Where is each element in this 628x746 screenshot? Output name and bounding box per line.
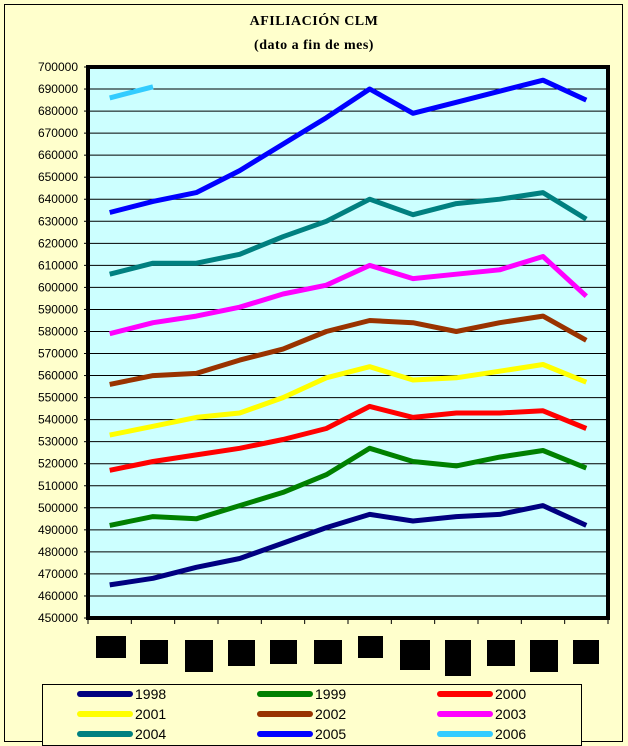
legend-item-2003: 2003 xyxy=(437,705,526,723)
series-line-2006 xyxy=(109,84,154,101)
chart-title: AFILIACIÓN CLM xyxy=(249,14,379,29)
y-tick-label: 570000 xyxy=(38,347,78,361)
y-tick-label: 590000 xyxy=(38,302,78,316)
legend-label: 1999 xyxy=(315,686,347,702)
series-line-2005 xyxy=(109,77,588,215)
plot-border xyxy=(86,65,610,620)
x-tick-label-redacted xyxy=(228,640,255,666)
y-tick-label: 510000 xyxy=(38,479,78,493)
legend-item-2002: 2002 xyxy=(257,705,346,723)
y-tick-label: 650000 xyxy=(38,170,78,184)
y-tick-label: 700000 xyxy=(38,60,78,74)
series-line-1998 xyxy=(109,503,588,588)
series-line-2002 xyxy=(109,313,588,387)
legend-swatch xyxy=(257,711,313,717)
x-tick-label-redacted xyxy=(530,640,558,672)
legend-item-2004: 2004 xyxy=(77,725,166,743)
y-tick-label: 620000 xyxy=(38,236,78,250)
legend-label: 2001 xyxy=(135,706,167,722)
y-tick-label: 500000 xyxy=(38,501,78,515)
legend: 1998 1999 2000 2001 2002 2003 2004 2005 2006 xyxy=(42,684,582,746)
legend-item-2006: 2006 xyxy=(437,725,526,743)
legend-swatch xyxy=(77,731,133,737)
legend-swatch xyxy=(437,711,493,717)
y-tick-label: 640000 xyxy=(38,192,78,206)
chart-subtitle: (dato a fin de mes) xyxy=(254,38,374,53)
legend-label: 2002 xyxy=(315,706,347,722)
legend-swatch xyxy=(437,691,493,697)
legend-item-1998: 1998 xyxy=(77,685,166,703)
y-tick-label: 540000 xyxy=(38,413,78,427)
y-tick-label: 660000 xyxy=(38,148,78,162)
y-tick-label: 530000 xyxy=(38,435,78,449)
plot-background xyxy=(88,67,608,618)
y-tick-label: 490000 xyxy=(38,523,78,537)
y-tick-label: 470000 xyxy=(38,567,78,581)
x-tick-label-redacted xyxy=(573,640,599,664)
y-tick-label: 670000 xyxy=(38,126,78,140)
legend-item-1999: 1999 xyxy=(257,685,346,703)
y-tick-label: 580000 xyxy=(38,324,78,338)
x-tick-label-redacted xyxy=(487,640,515,666)
legend-label: 2004 xyxy=(135,726,167,742)
y-tick-label: 680000 xyxy=(38,104,78,118)
series-line-2003 xyxy=(109,254,588,337)
x-tick-label-redacted xyxy=(185,640,213,672)
series-line-2000 xyxy=(109,403,588,473)
y-tick-label: 520000 xyxy=(38,457,78,471)
series-line-1999 xyxy=(109,445,588,528)
legend-label: 2000 xyxy=(495,686,527,702)
x-tick-label-redacted xyxy=(445,640,471,676)
legend-label: 1998 xyxy=(135,686,167,702)
legend-swatch xyxy=(257,731,313,737)
series-line-2001 xyxy=(109,362,588,438)
legend-swatch xyxy=(257,691,313,697)
legend-item-2005: 2005 xyxy=(257,725,346,743)
y-tick-label: 600000 xyxy=(38,280,78,294)
legend-item-2000: 2000 xyxy=(437,685,526,703)
legend-label: 2003 xyxy=(495,706,527,722)
y-tick-label: 630000 xyxy=(38,214,78,228)
y-tick-label: 460000 xyxy=(38,589,78,603)
y-tick-label: 560000 xyxy=(38,369,78,383)
x-tick-label-redacted xyxy=(96,636,126,658)
legend-label: 2005 xyxy=(315,726,347,742)
legend-swatch xyxy=(77,711,133,717)
legend-swatch xyxy=(437,731,493,737)
y-tick-label: 690000 xyxy=(38,82,78,96)
y-tick-label: 480000 xyxy=(38,545,78,559)
x-tick-label-redacted xyxy=(400,640,430,670)
line-chart: 450000 460000 470000 480000 490000 500000 5100… xyxy=(38,60,610,625)
y-tick-label: 610000 xyxy=(38,258,78,272)
y-tick-label: 450000 xyxy=(38,611,78,625)
legend-swatch xyxy=(77,691,133,697)
legend-label: 2006 xyxy=(495,726,527,742)
y-tick-label: 550000 xyxy=(38,391,78,405)
x-tick-label-redacted xyxy=(270,640,297,664)
legend-item-2001: 2001 xyxy=(77,705,166,723)
x-tick-label-redacted xyxy=(314,640,342,664)
x-tick-label-redacted xyxy=(358,636,383,658)
x-tick-label-redacted xyxy=(140,640,168,664)
series-line-2004 xyxy=(109,190,588,277)
